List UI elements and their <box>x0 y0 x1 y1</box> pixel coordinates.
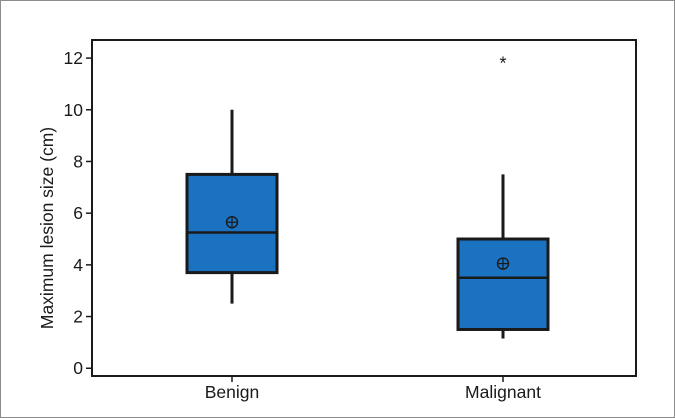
y-tick-label: 8 <box>73 151 83 171</box>
y-axis: 0 2 4 6 8 10 12 <box>64 48 92 378</box>
plot-area <box>91 39 637 377</box>
y-axis-label: Maximum lesion size (cm) <box>37 127 57 329</box>
x-tick-label: Malignant <box>465 382 541 402</box>
y-tick-label: 6 <box>73 203 83 223</box>
y-tick-label: 10 <box>64 100 84 120</box>
y-tick-label: 12 <box>64 48 83 68</box>
y-tick-label: 2 <box>73 307 83 327</box>
y-tick-label: 4 <box>73 255 83 275</box>
x-tick-label: Benign <box>205 382 260 402</box>
outlier-point: * <box>499 53 506 73</box>
boxes-layer: * <box>185 53 550 339</box>
y-tick-label: 0 <box>73 358 83 378</box>
x-axis: Benign Malignant <box>205 376 541 402</box>
iqr-box <box>456 237 550 331</box>
